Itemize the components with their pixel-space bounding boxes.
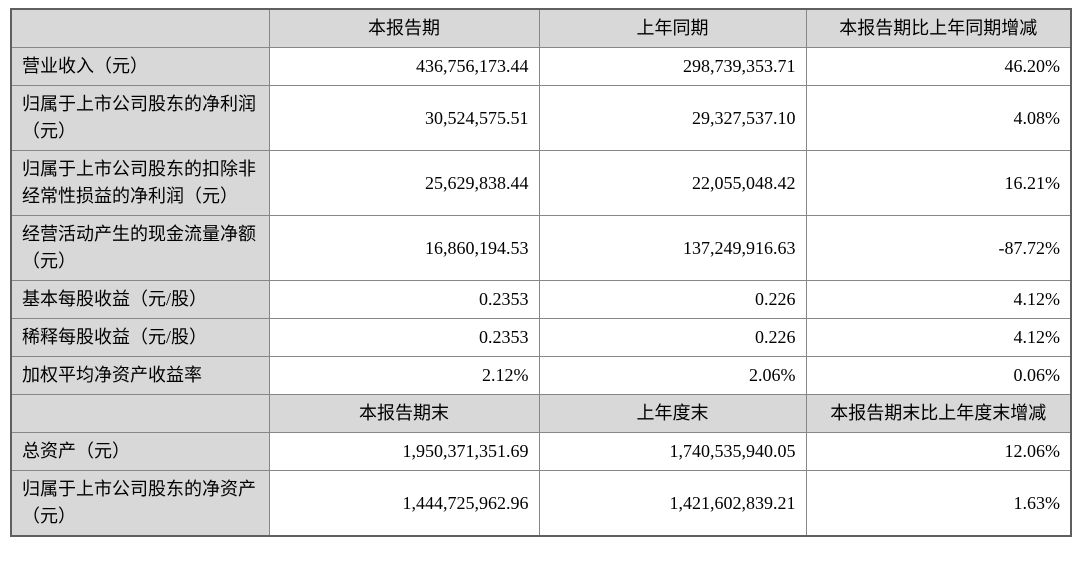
row-change-value: 16.21% (805, 150, 1072, 216)
row-label: 营业收入（元） (10, 47, 270, 86)
row-change-value: 4.12% (805, 318, 1072, 357)
row-prior-value: 29,327,537.10 (538, 85, 807, 151)
row-current-value: 25,629,838.44 (268, 150, 540, 216)
section1-header-prior-period: 上年同期 (538, 8, 807, 48)
table-row-operating-revenue: 营业收入（元） 436,756,173.44 298,739,353.71 46… (10, 47, 1072, 86)
section2-header-change: 本报告期末比上年度末增减 (805, 394, 1072, 433)
row-label: 经营活动产生的现金流量净额（元） (10, 215, 270, 281)
section2-header-period-end: 本报告期末 (268, 394, 540, 433)
row-label: 归属于上市公司股东的净利润（元） (10, 85, 270, 151)
financial-summary-table: 本报告期 上年同期 本报告期比上年同期增减 营业收入（元） 436,756,17… (10, 8, 1072, 537)
table-row-net-profit: 归属于上市公司股东的净利润（元） 30,524,575.51 29,327,53… (10, 85, 1072, 151)
row-label: 稀释每股收益（元/股） (10, 318, 270, 357)
row-current-value: 1,950,371,351.69 (268, 432, 540, 471)
row-current-value: 1,444,725,962.96 (268, 470, 540, 537)
row-label: 归属于上市公司股东的净资产（元） (10, 470, 270, 537)
row-change-value: 46.20% (805, 47, 1072, 86)
row-label: 基本每股收益（元/股） (10, 280, 270, 319)
row-label: 加权平均净资产收益率 (10, 356, 270, 395)
row-prior-value: 1,421,602,839.21 (538, 470, 807, 537)
table-row-basic-eps: 基本每股收益（元/股） 0.2353 0.226 4.12% (10, 280, 1072, 319)
table-row-operating-cash-flow: 经营活动产生的现金流量净额（元） 16,860,194.53 137,249,9… (10, 215, 1072, 281)
row-change-value: 0.06% (805, 356, 1072, 395)
document-page: 本报告期 上年同期 本报告期比上年同期增减 营业收入（元） 436,756,17… (10, 8, 1072, 537)
row-current-value: 30,524,575.51 (268, 85, 540, 151)
row-change-value: 1.63% (805, 470, 1072, 537)
row-prior-value: 0.226 (538, 280, 807, 319)
row-label: 归属于上市公司股东的扣除非经常性损益的净利润（元） (10, 150, 270, 216)
row-prior-value: 137,249,916.63 (538, 215, 807, 281)
row-prior-value: 2.06% (538, 356, 807, 395)
table-row-total-assets: 总资产（元） 1,950,371,351.69 1,740,535,940.05… (10, 432, 1072, 471)
section2-header-blank-cell (10, 394, 270, 433)
row-current-value: 2.12% (268, 356, 540, 395)
section1-header-current-period: 本报告期 (268, 8, 540, 48)
row-current-value: 16,860,194.53 (268, 215, 540, 281)
section1-header-row: 本报告期 上年同期 本报告期比上年同期增减 (10, 8, 1072, 48)
row-change-value: 4.08% (805, 85, 1072, 151)
row-change-value: 4.12% (805, 280, 1072, 319)
section2-header-row: 本报告期末 上年度末 本报告期末比上年度末增减 (10, 394, 1072, 433)
row-prior-value: 1,740,535,940.05 (538, 432, 807, 471)
section1-header-change: 本报告期比上年同期增减 (805, 8, 1072, 48)
table-row-weighted-avg-roe: 加权平均净资产收益率 2.12% 2.06% 0.06% (10, 356, 1072, 395)
row-prior-value: 22,055,048.42 (538, 150, 807, 216)
table-row-net-profit-excl-nonrecurring: 归属于上市公司股东的扣除非经常性损益的净利润（元） 25,629,838.44 … (10, 150, 1072, 216)
row-prior-value: 0.226 (538, 318, 807, 357)
section1-header-blank-cell (10, 8, 270, 48)
row-label: 总资产（元） (10, 432, 270, 471)
row-current-value: 436,756,173.44 (268, 47, 540, 86)
row-current-value: 0.2353 (268, 280, 540, 319)
section2-header-prior-year-end: 上年度末 (538, 394, 807, 433)
row-prior-value: 298,739,353.71 (538, 47, 807, 86)
table-row-diluted-eps: 稀释每股收益（元/股） 0.2353 0.226 4.12% (10, 318, 1072, 357)
row-change-value: -87.72% (805, 215, 1072, 281)
row-current-value: 0.2353 (268, 318, 540, 357)
row-change-value: 12.06% (805, 432, 1072, 471)
table-row-net-assets: 归属于上市公司股东的净资产（元） 1,444,725,962.96 1,421,… (10, 470, 1072, 537)
